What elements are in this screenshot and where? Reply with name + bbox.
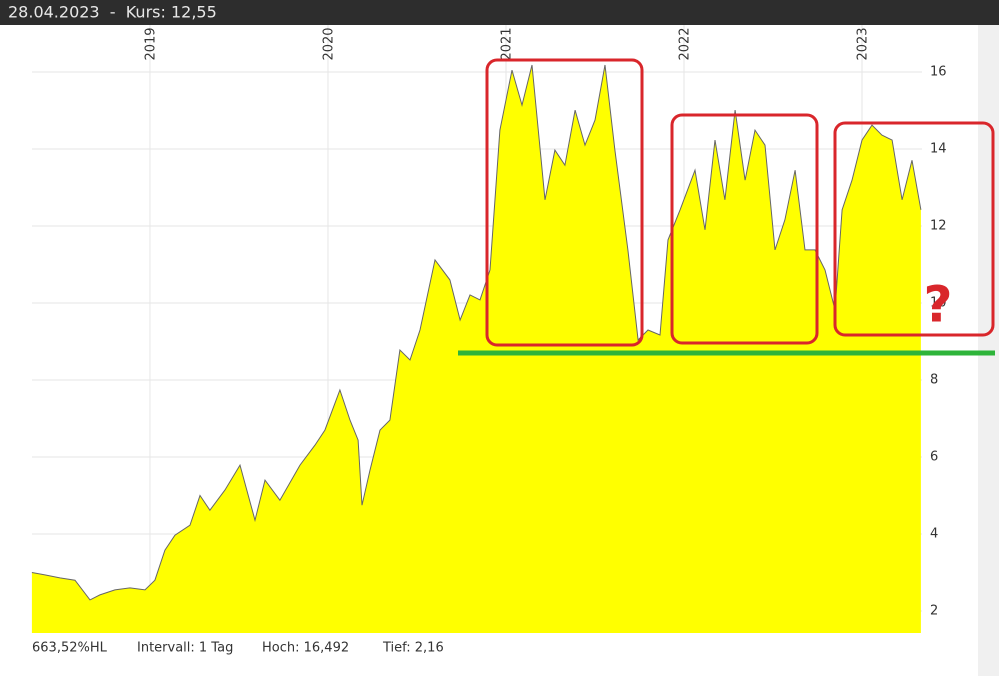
x-tick-label: 2019: [143, 27, 158, 60]
x-tick-label: 2021: [499, 27, 514, 60]
footer-item: 663,52%HL: [32, 641, 108, 656]
price-line: [31, 64, 922, 601]
y-tick-label: 12: [930, 218, 947, 233]
x-tick-label: 2020: [321, 27, 336, 60]
y-tick-label: 8: [930, 373, 938, 388]
y-tick-label: 16: [930, 64, 947, 79]
box: [833, 121, 995, 337]
footer-item: Tief: 2,16: [382, 641, 444, 656]
x-tick-label: 2023: [856, 27, 871, 60]
footer-item: Hoch: 16,492: [262, 641, 349, 656]
footer-item: Intervall: 1 Tag: [137, 641, 233, 656]
question-mark: ?: [923, 276, 952, 334]
annotations: ?: [458, 58, 995, 356]
x-tick-label: 2022: [677, 27, 692, 60]
y-tick-label: 2: [930, 604, 938, 619]
box: [485, 58, 644, 347]
y-tick-label: 4: [930, 527, 938, 542]
y-tick-label: 6: [930, 450, 938, 465]
header-title: 28.04.2023 - Kurs: 12,55: [8, 3, 217, 22]
y-tick-label: 14: [930, 141, 947, 156]
y-tick-label: 10: [930, 296, 947, 311]
plot: 2 4 6 8 10 12 14 16 2019 2020 2021 2022 2023: [31, 25, 947, 633]
area: [31, 65, 921, 633]
box: [670, 113, 819, 345]
header-bar: [0, 0, 999, 25]
